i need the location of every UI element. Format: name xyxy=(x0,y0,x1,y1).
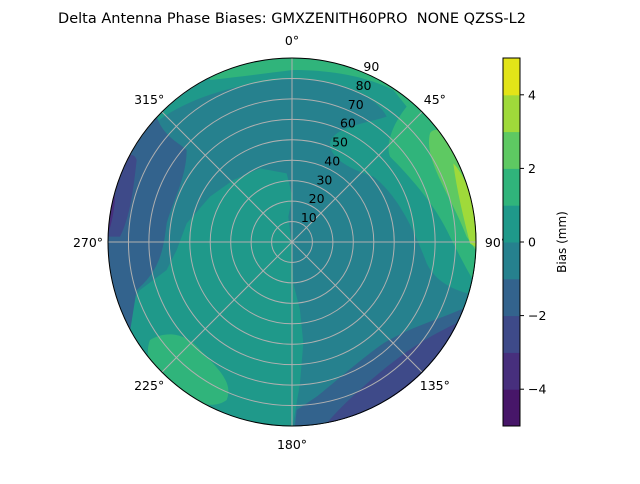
colorbar-bin xyxy=(503,389,520,427)
colorbar-bin xyxy=(503,131,520,169)
angular-gridline xyxy=(161,111,293,243)
colorbar-tick-label: 0 xyxy=(528,235,536,250)
colorbar-tick-label: 4 xyxy=(528,87,536,102)
angular-tick-label: 270° xyxy=(73,235,103,250)
radial-tick-label: 90 xyxy=(363,59,379,74)
colorbar-tick-label: −2 xyxy=(528,308,546,323)
polar-frame xyxy=(107,57,477,427)
colorbar-label: Bias (mm) xyxy=(555,211,569,273)
radial-tick-label: 10 xyxy=(301,210,317,225)
radial-tick-label: 50 xyxy=(332,135,348,150)
radial-tick-label: 40 xyxy=(324,153,340,168)
radial-tick-label: 80 xyxy=(356,78,372,93)
colorbar-bin xyxy=(503,315,520,353)
colorbar-bin xyxy=(503,94,520,133)
colorbar-bin xyxy=(503,242,520,280)
angular-tick-label: 180° xyxy=(277,437,307,452)
contour-level-0-1-top xyxy=(108,58,477,297)
angular-tick-label: 0° xyxy=(285,33,299,48)
radial-tick-label: 30 xyxy=(316,172,332,187)
colorbar-bin xyxy=(503,58,520,96)
radial-tick-label: 70 xyxy=(348,97,364,112)
axis-labels: 10 20 30 40 50 60 70 80 90 0° 45° 90° 135° 180° 225° 27… xyxy=(73,33,507,452)
contour-level-1-2-lower-left xyxy=(147,334,229,405)
angular-tick-label: 315° xyxy=(134,92,164,107)
angular-tick-label: 225° xyxy=(134,378,164,393)
radial-tick-label: 60 xyxy=(340,116,356,131)
polar-grid xyxy=(108,58,476,426)
radial-tick-label: 20 xyxy=(309,191,325,206)
angular-tick-label: 90° xyxy=(485,235,507,250)
colorbar-bin xyxy=(503,278,520,317)
colorbar-bin xyxy=(503,168,520,206)
angular-tick-label: 135° xyxy=(420,378,450,393)
colorbar-tick-label: 2 xyxy=(528,161,536,176)
contour-level-3-4 xyxy=(453,163,477,250)
colorbar-tick-label: −4 xyxy=(528,382,546,397)
angular-gridline xyxy=(291,111,423,243)
angular-gridline xyxy=(291,241,423,373)
colorbar-bin xyxy=(503,352,520,390)
angular-gridline xyxy=(161,241,293,373)
colorbar-bin xyxy=(503,205,520,243)
colorbar: −4 −2 0 2 4 xyxy=(502,57,546,427)
angular-tick-label: 45° xyxy=(424,92,446,107)
chart-title: Delta Antenna Phase Biases: GMXZENITH60P… xyxy=(58,11,526,27)
